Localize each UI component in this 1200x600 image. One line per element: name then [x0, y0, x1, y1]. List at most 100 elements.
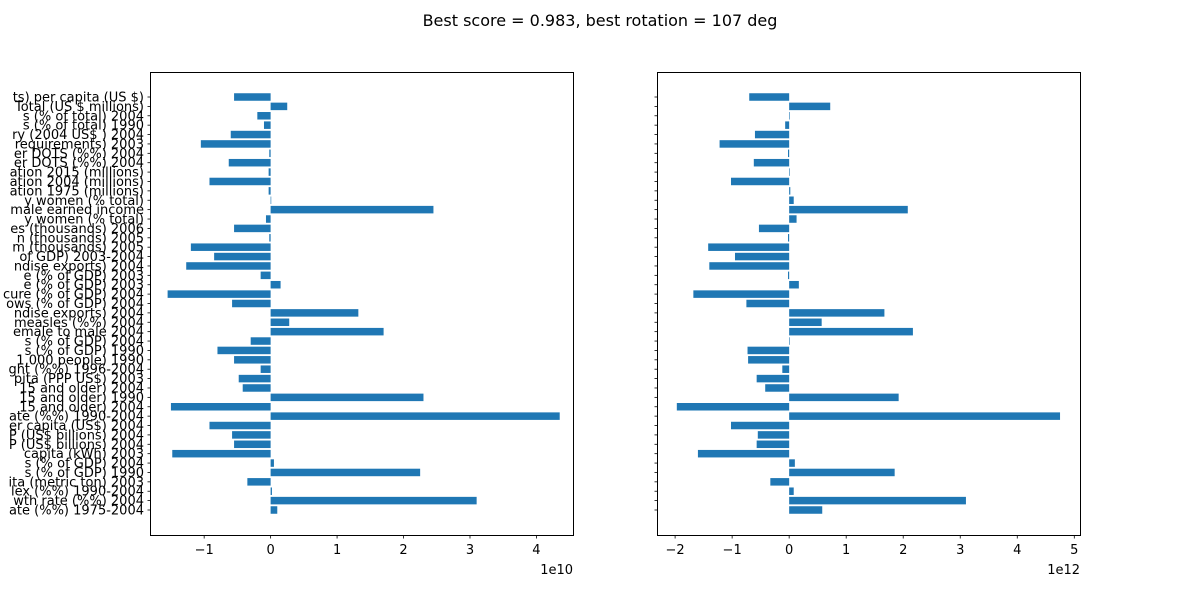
y-tick-label: ts) per capita (US $) [13, 91, 144, 106]
left-bar [228, 158, 271, 167]
right-bar [789, 506, 823, 514]
y-tick-label: P (US$ billions) 2004 [9, 428, 144, 443]
left-bar [247, 478, 271, 486]
y-tick-label: ows (% of GDP) 2004 [6, 297, 144, 312]
figure-title: Best score = 0.983, best rotation = 107 … [423, 11, 778, 30]
left-bar [186, 262, 271, 270]
left-bar [232, 299, 271, 308]
left-bar [167, 290, 271, 298]
right-x-offset-label: 1e12 [1047, 563, 1080, 578]
left-bar [270, 496, 477, 505]
y-tick-label: capita (kWh) 2003 [24, 447, 144, 462]
left-bar [217, 346, 271, 355]
left-bar [230, 130, 271, 139]
left-bar [190, 243, 271, 251]
left-bar [270, 102, 288, 111]
right-bar [756, 374, 790, 383]
left-bar [270, 412, 560, 420]
right-bar [757, 431, 790, 439]
y-tick-label: male earned income [10, 203, 144, 218]
right-x-tick-label: 5 [1070, 543, 1078, 558]
y-tick-label: wth rate (%%) 2004 [13, 494, 144, 509]
left-bar [170, 403, 271, 411]
left-bar [270, 459, 274, 467]
right-subplot: −2 −1 0 1 2 3 4 5 1e12 [654, 72, 1081, 578]
right-bar [789, 487, 794, 495]
right-bar [754, 130, 790, 139]
right-bar [746, 299, 790, 308]
left-bar [242, 384, 271, 392]
y-tick-label: 15 and older) 2004 [19, 381, 144, 396]
left-bar [234, 93, 271, 101]
right-bars [676, 93, 1061, 514]
left-x-tick-label: 0 [266, 543, 274, 558]
y-tick-label: es (thousands) 2006 [10, 222, 144, 237]
left-bar [250, 337, 271, 345]
y-tick-label: ation 2015 (millions) [10, 166, 144, 181]
left-x-tick-label: −1 [195, 543, 214, 558]
right-bar [730, 421, 790, 430]
left-x-tick-label: 1 [333, 543, 341, 558]
right-bar [719, 140, 790, 148]
left-bar [260, 365, 271, 373]
right-x-ticks: −2 −1 0 1 2 3 4 5 [666, 535, 1078, 558]
y-tick-label: requirements) 2003 [15, 137, 144, 152]
right-bar [697, 449, 790, 458]
right-x-tick-label: 3 [956, 543, 964, 558]
right-bar [789, 468, 895, 477]
left-bar [268, 168, 271, 176]
right-bar [730, 177, 790, 186]
right-bar [789, 168, 790, 176]
right-bar [788, 149, 790, 158]
left-bars [167, 93, 560, 514]
y-tick-label: s (% of GDP) 1990 [25, 466, 144, 481]
right-bar [789, 309, 885, 317]
right-bar [749, 93, 790, 101]
right-x-tick-label: 4 [1013, 543, 1021, 558]
y-tick-label: y women (% total) [24, 213, 144, 228]
y-tick-label: ation 1975 (millions) [10, 184, 144, 199]
y-tick-label: s (% of total) 2004 [23, 109, 144, 124]
left-bar [265, 215, 271, 223]
y-tick-label: m (thousands) 2005 [12, 241, 144, 256]
right-bar [789, 393, 899, 402]
left-bar [209, 421, 271, 430]
right-bar [785, 121, 790, 129]
right-bar [789, 318, 822, 327]
right-x-tick-label: 2 [899, 543, 907, 558]
left-bar [270, 280, 281, 289]
left-bar [260, 271, 271, 280]
right-bar [789, 496, 966, 505]
left-x-tick-label: 4 [532, 543, 540, 558]
left-bar [209, 177, 271, 186]
right-bar [758, 224, 790, 233]
right-bar [748, 356, 790, 364]
y-tick-label: er DOTS (%%) 2004 [14, 156, 144, 171]
right-x-tick-label: 1 [842, 543, 850, 558]
left-bar [270, 205, 434, 214]
y-tick-label: cure (% of GDP) 2004 [3, 288, 144, 303]
left-bar [234, 224, 271, 233]
left-bar [270, 506, 278, 514]
right-bar [789, 337, 790, 345]
y-tick-label: emale to male 2004 [13, 325, 144, 340]
y-tick-label: ita (metric ton) 2003 [9, 475, 144, 490]
left-bar [270, 487, 272, 495]
left-x-tick-label: 3 [466, 543, 474, 558]
right-bar [789, 112, 790, 120]
y-tick-label: er DOTS (%%) 2004 [14, 147, 144, 162]
y-tick-label: ndise exports) 2004 [14, 306, 144, 321]
y-tick-label: 15 and older) 2004 [19, 400, 144, 415]
left-x-ticks: −1 0 1 2 3 4 [195, 535, 541, 558]
left-x-tick-label: 2 [399, 543, 407, 558]
y-tick-label: ation 2004 (millions) [10, 175, 144, 190]
left-bar [257, 112, 271, 120]
right-bar [770, 478, 790, 486]
right-bar [789, 102, 831, 111]
right-bar [789, 459, 795, 467]
left-bar [234, 356, 271, 364]
y-tick-label: ate (%%) 1990-2004 [9, 410, 144, 425]
right-bar [693, 290, 790, 298]
